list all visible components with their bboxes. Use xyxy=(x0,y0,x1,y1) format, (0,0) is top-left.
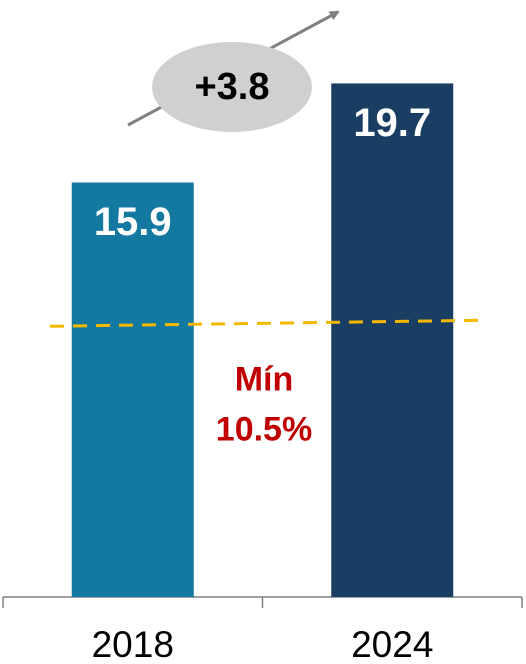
x-tick-label: 2024 xyxy=(351,624,433,664)
threshold-label: Mín xyxy=(235,360,294,398)
bar xyxy=(71,182,194,598)
threshold-value: 10.5% xyxy=(216,410,312,448)
annotation: +3.8 xyxy=(194,66,269,108)
threshold-line xyxy=(49,318,483,328)
x-tick-label: 2018 xyxy=(92,624,174,664)
bar xyxy=(331,83,454,597)
value-label: 19.7 xyxy=(353,101,431,145)
annotation-bubble xyxy=(152,42,312,132)
value-label: 15.9 xyxy=(94,200,172,244)
